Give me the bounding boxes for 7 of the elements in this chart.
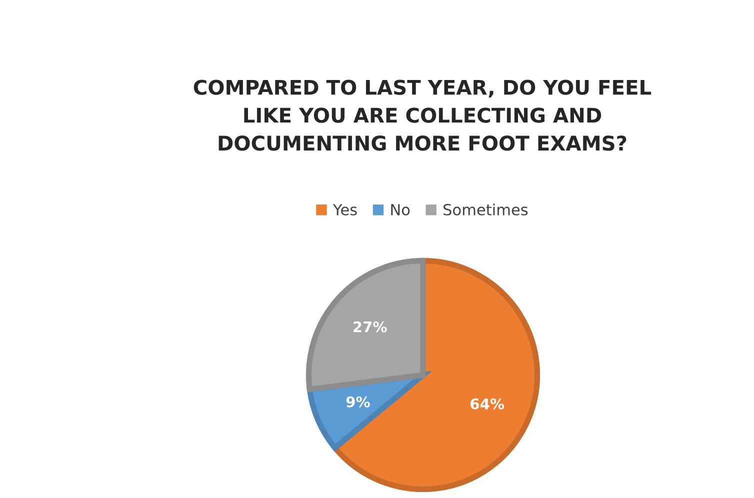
- legend-label: Sometimes: [444, 204, 528, 216]
- legend-label: Yes: [332, 204, 357, 216]
- legend-label: No: [391, 204, 410, 216]
- data-label: 64%: [470, 398, 504, 410]
- data-label: 27%: [354, 321, 387, 332]
- data-label: 9%: [346, 396, 370, 408]
- chart-title: COMPARED TO LAST YEAR, DO YOU FEEL LIKE YOU ARE COLLECTING AND DOCUMENTING MORE FOOT EXAMS?: [194, 80, 652, 151]
